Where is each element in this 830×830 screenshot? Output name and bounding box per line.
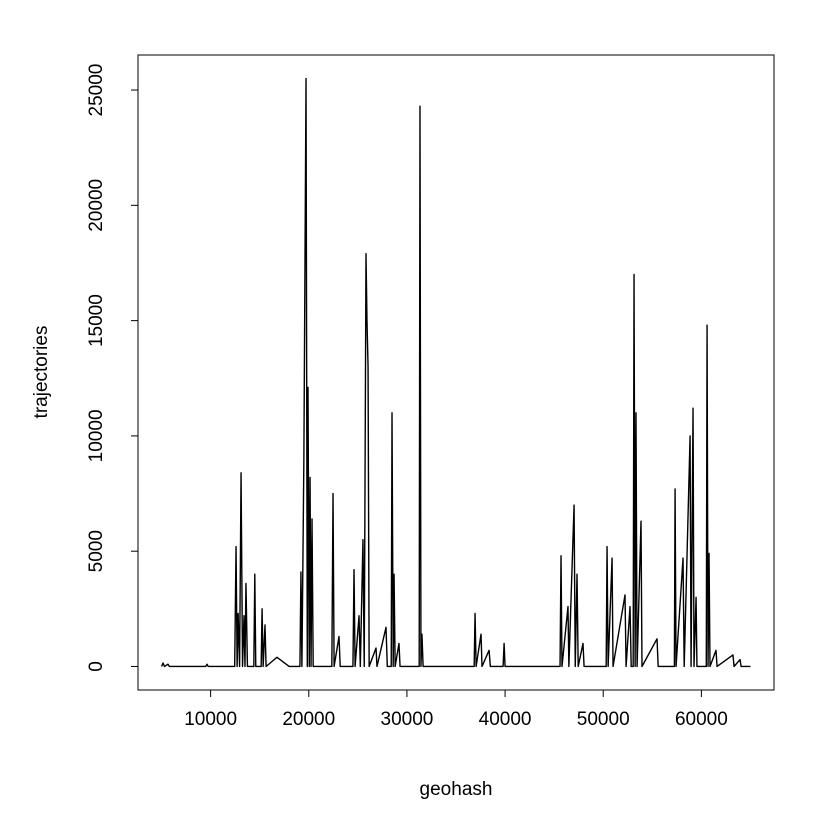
x-tick-label: 10000	[184, 709, 237, 730]
x-tick-label: 40000	[479, 709, 532, 730]
y-tick-label: 15000	[86, 294, 107, 347]
x-tick-label: 50000	[577, 709, 630, 730]
y-tick-label: 0	[86, 661, 107, 672]
x-tick-label: 20000	[282, 709, 335, 730]
x-axis-label: geohash	[420, 779, 493, 800]
y-tick-label: 5000	[86, 530, 107, 572]
x-tick-label: 60000	[675, 709, 728, 730]
y-tick-label: 10000	[86, 409, 107, 462]
y-tick-label: 20000	[86, 179, 107, 232]
x-tick-label: 30000	[381, 709, 434, 730]
y-axis-label: trajectories	[31, 326, 52, 419]
y-tick-label: 25000	[86, 64, 107, 117]
data-line	[160, 77, 751, 668]
plot-box	[137, 54, 775, 691]
